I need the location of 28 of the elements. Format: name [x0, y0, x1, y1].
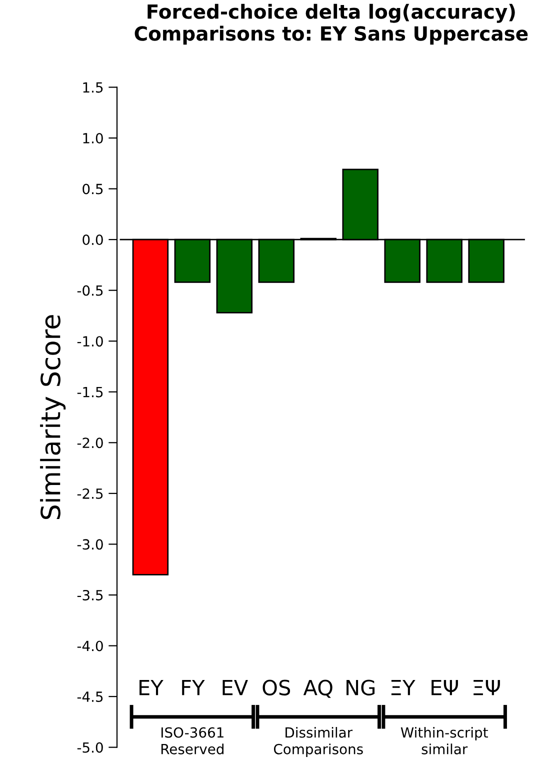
- annotation: ISO-3661 Reserved: [161, 727, 224, 754]
- y-tick-label: -4.5: [77, 692, 103, 702]
- y-tick-label: 1.5: [83, 82, 103, 93]
- x-tick-label: OS: [262, 680, 290, 696]
- x-tick-label: AQ: [303, 680, 332, 698]
- y-tick-label: -2.0: [77, 438, 103, 448]
- x-tick-label: ΞΨ: [474, 680, 500, 696]
- y-tick-label: -3.5: [77, 590, 103, 600]
- y-tick-label: -1.0: [77, 336, 103, 347]
- x-tick-label: ΞY: [391, 680, 416, 696]
- x-tick-label: EY: [140, 680, 164, 696]
- annotation: Within-script similar: [400, 726, 488, 754]
- y-tick-label: -0.5: [77, 285, 103, 296]
- x-tick-label: FY: [182, 680, 205, 696]
- y-tick-label: -1.5: [77, 387, 103, 398]
- y-tick-label: -5.0: [77, 742, 103, 753]
- chart-title: Forced-choice delta log(accuracy) Comparisons to: EY Sans Uppercase: [134, 4, 528, 45]
- x-tick-label: NG: [346, 680, 375, 696]
- y-tick-label: -3.0: [77, 539, 103, 550]
- x-tick-label: EΨ: [432, 680, 458, 696]
- y-axis-title: Similarity Score: [40, 315, 66, 520]
- y-tick-label: -4.0: [77, 640, 103, 652]
- y-tick-label: -2.5: [77, 488, 103, 499]
- y-tick-label: 0.0: [82, 234, 103, 246]
- annotation: Dissimilar Comparisons: [274, 726, 363, 758]
- y-tick-label: 1.0: [83, 132, 103, 144]
- x-tick-label: EV: [222, 680, 248, 696]
- y-tick-label: 0.5: [82, 184, 103, 194]
